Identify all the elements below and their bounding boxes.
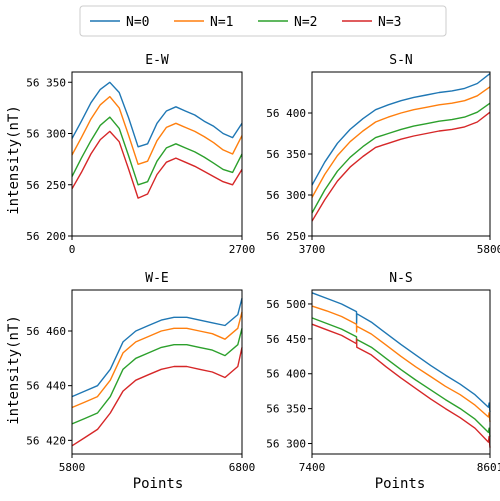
panel-e-w: E-W 56 200 56 250 56 300 56 350 0 2700 bbox=[26, 53, 255, 256]
y-tick-label: 56 400 bbox=[266, 107, 306, 120]
y-tick-label: 56 420 bbox=[26, 434, 66, 447]
legend-label-n2: N=2 bbox=[294, 15, 317, 30]
series-line-n0 bbox=[71, 298, 243, 398]
x-tick-label: 3700 bbox=[299, 243, 326, 256]
y-tick-label: 56 300 bbox=[266, 438, 306, 451]
series-line-n1 bbox=[71, 95, 243, 166]
x-tick-label: 5800 bbox=[477, 243, 500, 256]
x-tick-label: 0 bbox=[69, 243, 76, 256]
series-line-n3 bbox=[71, 130, 243, 199]
series-line-n2 bbox=[311, 317, 491, 437]
y-tick-label: 56 440 bbox=[26, 380, 66, 393]
panel-title: S-N bbox=[389, 53, 412, 68]
panel-s-n: S-N 56 250 56 300 56 350 56 400 3700 5800 bbox=[266, 53, 500, 256]
x-tick-label: 2700 bbox=[229, 243, 256, 256]
series-line-n2 bbox=[311, 102, 491, 214]
legend-label-n3: N=3 bbox=[378, 15, 401, 30]
series-line-n1 bbox=[311, 305, 491, 422]
x-axis-label-left: Points bbox=[133, 476, 184, 492]
y-axis-label-top: intensity(nT) bbox=[6, 105, 22, 215]
y-tick-label: 56 350 bbox=[266, 148, 306, 161]
y-tick-label: 56 250 bbox=[26, 179, 66, 192]
y-tick-label: 56 250 bbox=[266, 230, 306, 243]
legend-label-n1: N=1 bbox=[210, 15, 233, 30]
y-tick-label: 56 350 bbox=[26, 76, 66, 89]
y-tick-label: 56 450 bbox=[266, 333, 306, 346]
plot-frame bbox=[71, 289, 243, 455]
series-line-n1 bbox=[71, 311, 243, 409]
panel-n-s: N-S 56 300 56 350 56 400 56 450 56 500 7400 860… bbox=[266, 271, 500, 474]
series-line-n3 bbox=[311, 323, 491, 448]
series-line-n2 bbox=[71, 328, 243, 425]
series-line-n2 bbox=[71, 116, 243, 186]
series-line-n3 bbox=[71, 347, 243, 447]
panel-title: N-S bbox=[389, 271, 412, 286]
series-line-n0 bbox=[311, 292, 491, 413]
x-tick-label: 6800 bbox=[229, 461, 256, 474]
plot-frame bbox=[311, 71, 491, 237]
y-tick-label: 56 460 bbox=[26, 325, 66, 338]
x-tick-label: 5800 bbox=[59, 461, 86, 474]
y-tick-label: 56 300 bbox=[26, 128, 66, 141]
x-tick-label: 8601 bbox=[477, 461, 500, 474]
x-tick-label: 7400 bbox=[299, 461, 326, 474]
series-line-n0 bbox=[71, 81, 243, 148]
x-axis-label-right: Points bbox=[375, 476, 426, 492]
legend-label-n0: N=0 bbox=[126, 15, 149, 30]
plot-frame bbox=[71, 71, 243, 237]
y-tick-label: 56 300 bbox=[266, 189, 306, 202]
series-line-n0 bbox=[311, 73, 491, 186]
legend: N=0 N=1 N=2 N=3 bbox=[79, 5, 447, 37]
y-tick-label: 56 200 bbox=[26, 230, 66, 243]
y-tick-label: 56 350 bbox=[266, 403, 306, 416]
y-axis-label-bottom: intensity(nT) bbox=[6, 315, 22, 425]
series-line-n3 bbox=[311, 111, 491, 222]
plot-frame bbox=[311, 289, 491, 455]
y-tick-label: 56 500 bbox=[266, 298, 306, 311]
panel-w-e: W-E 56 420 56 440 56 460 5800 6800 bbox=[26, 271, 255, 474]
y-tick-label: 56 400 bbox=[266, 368, 306, 381]
panel-title: W-E bbox=[145, 271, 168, 286]
series-line-n1 bbox=[311, 86, 491, 198]
panel-title: E-W bbox=[145, 53, 169, 68]
